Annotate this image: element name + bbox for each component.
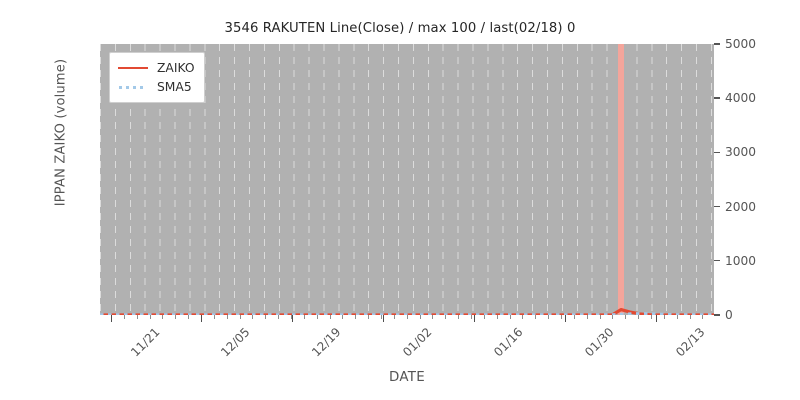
- x-tick-label: 02/13: [673, 325, 708, 360]
- x-tick-minor: [496, 315, 498, 319]
- y-tick-label: 1000: [725, 253, 757, 268]
- x-axis-title: DATE: [388, 370, 426, 385]
- x-tick-major: [111, 315, 113, 322]
- x-tick-minor: [213, 315, 215, 319]
- x-tick-minor: [612, 315, 614, 319]
- x-tick-minor: [535, 315, 537, 319]
- x-tick-major: [565, 315, 567, 322]
- series-layer: [100, 44, 714, 315]
- x-tick-major: [292, 315, 294, 322]
- y-tick-mark: [714, 205, 720, 208]
- x-tick-minor: [548, 315, 550, 319]
- x-axis-ticks: 11/21 12/05 12/19 01/02 01/16 01/30 02/13: [100, 315, 714, 359]
- x-tick-minor: [445, 315, 447, 319]
- y-tick-4000: 4000: [714, 91, 756, 105]
- x-tick-minor: [329, 315, 331, 319]
- x-tick-label: 01/02: [400, 325, 435, 360]
- x-tick-minor: [123, 315, 125, 319]
- x-tick-label: 01/30: [582, 325, 617, 360]
- y-tick-mark: [714, 97, 720, 99]
- x-tick-minor: [252, 315, 254, 319]
- x-tick-minor: [471, 315, 472, 319]
- event-vline-marker: [618, 44, 624, 315]
- x-tick-minor: [663, 315, 665, 319]
- legend-label-sma5: SMA5: [157, 79, 192, 94]
- x-tick-minor: [355, 315, 357, 319]
- legend-item-sma5[interactable]: SMA5: [118, 77, 195, 96]
- y-tick-1000: 1000: [714, 254, 756, 268]
- series-line-zaiko: [100, 310, 714, 315]
- x-tick-label: 12/19: [309, 325, 344, 360]
- y-tick-label: 4000: [725, 91, 757, 106]
- x-tick-minor: [162, 315, 164, 319]
- x-tick-minor: [136, 315, 138, 319]
- x-tick-minor: [342, 315, 344, 319]
- x-tick-minor: [689, 315, 691, 319]
- x-tick-major: [201, 315, 203, 322]
- y-axis-title: IPPAN ZAIKO (volume): [53, 58, 69, 207]
- x-tick-minor: [278, 315, 280, 319]
- x-tick-minor: [303, 315, 305, 319]
- x-tick-minor: [676, 315, 678, 319]
- x-tick-minor: [522, 315, 524, 319]
- x-tick-minor: [188, 315, 190, 319]
- x-tick-minor: [149, 315, 151, 319]
- x-tick-major: [474, 315, 476, 322]
- x-tick-minor: [419, 315, 421, 319]
- y-tick-5000: 5000: [714, 37, 756, 51]
- legend-item-zaiko[interactable]: ZAIKO: [118, 58, 195, 77]
- x-tick-minor: [483, 315, 485, 319]
- y-tick-label: 3000: [725, 145, 757, 160]
- x-tick-minor: [638, 315, 640, 319]
- y-tick-label: 0: [725, 308, 733, 322]
- x-tick-minor: [599, 315, 601, 319]
- chart-legend[interactable]: ZAIKO SMA5: [109, 52, 205, 103]
- y-axis-right: 0 1000 2000 3000 4000 5000: [714, 37, 800, 322]
- legend-swatch-zaiko: [118, 62, 148, 74]
- x-tick-label: 01/16: [491, 325, 526, 360]
- x-tick-minor: [651, 315, 652, 319]
- x-tick-minor: [368, 315, 370, 319]
- y-tick-mark: [714, 260, 720, 262]
- chart-title: 3546 RAKUTEN Line(Close) / max 100 / las…: [224, 21, 576, 36]
- y-tick-3000: 3000: [714, 145, 756, 159]
- x-tick-major: [383, 315, 385, 322]
- y-tick-label: 2000: [725, 199, 757, 214]
- y-tick-mark: [714, 43, 720, 45]
- x-tick-major: [656, 315, 658, 322]
- plot-area: [100, 44, 714, 315]
- x-tick-label: 12/05: [218, 325, 253, 360]
- legend-swatch-sma5: [118, 81, 148, 93]
- y-tick-mark: [714, 151, 720, 154]
- x-tick-minor: [573, 315, 575, 319]
- legend-label-zaiko: ZAIKO: [157, 60, 195, 75]
- y-tick-2000: 2000: [714, 200, 756, 214]
- x-tick-minor: [625, 315, 627, 319]
- x-tick-minor: [316, 315, 318, 319]
- x-tick-minor: [226, 315, 228, 319]
- x-tick-minor: [458, 315, 460, 319]
- x-tick-minor: [509, 315, 511, 319]
- x-tick-minor: [561, 315, 562, 319]
- x-tick-minor: [586, 315, 588, 319]
- x-tick-minor: [175, 315, 177, 319]
- x-tick-minor: [265, 315, 267, 319]
- x-tick-minor: [381, 315, 382, 319]
- x-tick-minor: [432, 315, 434, 319]
- x-tick-label: 11/21: [128, 325, 163, 360]
- x-tick-minor: [291, 315, 292, 319]
- x-tick-minor: [406, 315, 408, 319]
- x-tick-minor: [239, 315, 241, 319]
- y-tick-label: 5000: [725, 37, 757, 51]
- y-tick-mark: [714, 314, 720, 316]
- y-tick-0: 0: [714, 308, 733, 322]
- x-tick-minor: [702, 315, 704, 319]
- x-tick-minor: [393, 315, 395, 319]
